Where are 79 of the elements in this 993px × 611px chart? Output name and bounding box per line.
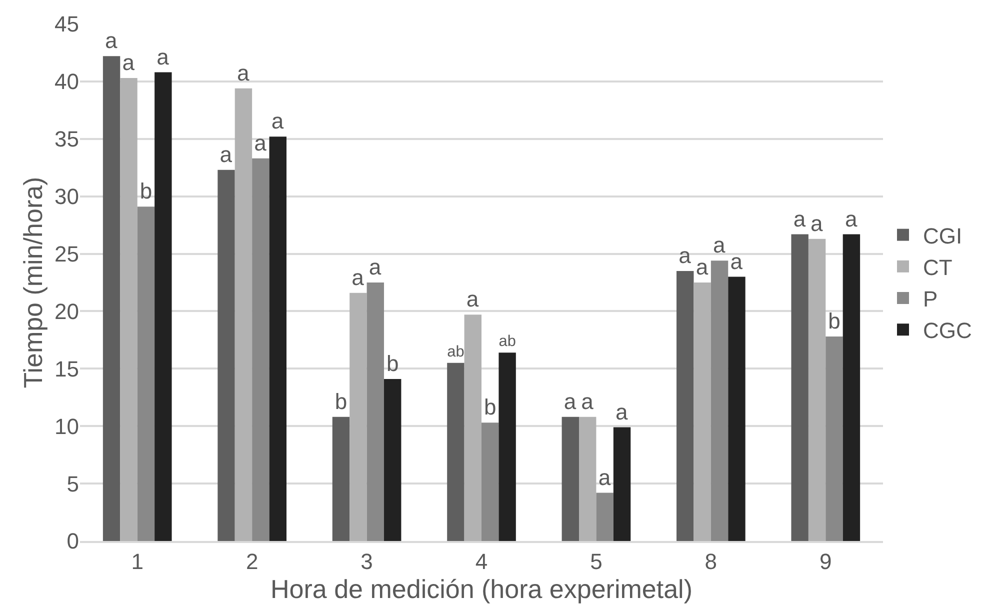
bar [482,422,499,541]
y-axis-title: Tiempo (min/hora) [18,176,48,388]
data-label: ab [447,343,464,360]
data-label: a [844,206,858,232]
bar [464,314,482,541]
bar [120,78,138,541]
x-axis-title: Hora de medición (hora experimetal) [270,574,692,604]
y-tick-label: 15 [54,356,79,382]
data-label: a [696,254,709,280]
data-label: a [220,142,233,167]
bar [154,72,172,541]
data-label: a [678,243,692,268]
data-label: b [334,388,348,414]
bar [137,206,155,541]
data-label: b [386,351,399,376]
data-label: a [581,388,594,414]
bar [332,416,350,541]
data-label: a [564,388,577,414]
y-tick-label: 10 [54,414,79,439]
bar [447,362,464,541]
data-label: b [140,178,152,204]
bar [498,352,516,541]
bar [808,238,826,541]
data-label: a [254,130,268,156]
x-tick-label: 3 [360,549,373,574]
legend-label: CGC [923,318,972,344]
data-label: a [105,28,118,54]
y-tick-label: 0 [66,528,79,554]
bar [676,271,694,541]
data-label: a [122,50,136,75]
data-label: a [616,399,629,424]
data-label: a [713,232,726,258]
data-label: a [730,248,744,274]
bar [252,158,270,541]
y-tick-label: 45 [54,12,79,37]
bar [579,416,596,541]
y-tick-label: 5 [66,471,79,496]
bar [728,276,746,541]
data-label: a [598,464,612,490]
y-tick-label: 35 [54,126,79,152]
bar [102,56,120,541]
x-tick-label: 9 [820,549,832,574]
x-tick-label: 1 [131,549,144,574]
data-label: a [156,44,170,70]
x-tick-label: 8 [704,549,718,574]
y-tick-label: 30 [54,184,79,210]
data-label: a [793,206,806,232]
data-label: a [466,286,480,312]
bar [350,292,367,541]
bar [710,260,728,541]
data-label: b [828,308,840,334]
bar [694,282,711,541]
x-tick-label: 2 [246,549,258,574]
legend-label: CT [923,254,952,280]
bar [269,136,286,541]
x-tick-label: 4 [475,549,488,574]
bar [613,427,631,541]
data-label: a [368,254,382,280]
data-label: a [236,60,250,86]
bar [366,282,384,541]
bar [826,336,843,541]
bar [384,379,402,541]
y-tick-label: 20 [54,298,79,324]
data-label: a [810,210,824,236]
bar [234,88,252,541]
x-tick-label: 5 [590,549,602,574]
bar [791,234,808,541]
legend-label: P [923,286,938,312]
data-label: b [484,394,496,420]
y-tick-label: 40 [54,69,79,94]
data-label: a [271,108,284,134]
bar [562,416,580,541]
bar [218,170,235,541]
legend-label: CGI [923,223,962,248]
data-label: ab [498,333,516,350]
bar [596,492,614,541]
bar [842,234,860,541]
y-tick-label: 25 [54,241,79,266]
data-label: a [352,264,365,290]
